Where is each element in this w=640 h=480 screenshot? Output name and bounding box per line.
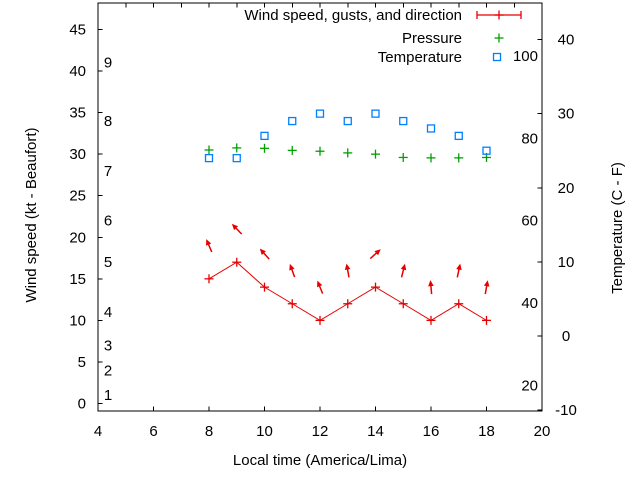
wind-direction-arrow-head <box>344 263 351 271</box>
legend-temperature-symbol <box>492 52 502 62</box>
wind-direction-arrow-head <box>231 223 239 231</box>
x-axis-label: Local time (America/Lima) <box>233 452 407 469</box>
temperature-point <box>454 131 463 141</box>
kt-tick-label: 40 <box>69 63 86 80</box>
x-tick-label: 20 <box>534 423 551 440</box>
wind-direction-arrow-head <box>206 239 212 246</box>
kt-tick-label: 25 <box>69 188 86 205</box>
c-tick-label: 30 <box>558 106 575 123</box>
kt-tick-label: 35 <box>69 105 86 122</box>
wind-direction-arrow-head <box>428 280 434 287</box>
temperature-point <box>482 146 491 155</box>
temperature-point <box>426 124 436 133</box>
c-tick-label: 40 <box>558 32 575 49</box>
wind-direction-arrow-head <box>483 280 490 287</box>
kt-tick-label: 45 <box>69 21 86 38</box>
f-label: 100 <box>513 48 538 65</box>
beaufort-label: 1 <box>104 387 112 404</box>
beaufort-label: 8 <box>104 113 112 130</box>
kt-tick-label: 30 <box>69 146 86 163</box>
series-layer <box>204 109 491 325</box>
wind-direction-arrow-head <box>317 280 323 288</box>
f-label: 20 <box>521 377 538 394</box>
kt-tick-label: 5 <box>78 354 86 371</box>
f-label: 40 <box>521 295 538 312</box>
beaufort-label: 4 <box>104 304 112 321</box>
x-tick-label: 8 <box>205 423 213 440</box>
left-axis-label: Wind speed (kt - Beaufort) <box>23 127 40 302</box>
c-tick-label: -10 <box>555 402 577 419</box>
kt-tick-label: 20 <box>69 229 86 246</box>
x-tick-label: 16 <box>423 423 440 440</box>
kt-tick-label: 0 <box>78 396 86 413</box>
temperature-point <box>260 131 269 141</box>
f-label: 80 <box>521 130 538 147</box>
f-label: 60 <box>521 213 538 230</box>
right-axis-label: Temperature (C - F) <box>609 162 626 294</box>
legend-symbols <box>476 10 522 62</box>
beaufort-label: 9 <box>104 55 112 72</box>
temperature-point <box>232 153 241 163</box>
x-tick-label: 18 <box>478 423 495 440</box>
beaufort-label: 2 <box>104 362 112 379</box>
c-tick-label: 0 <box>562 328 570 345</box>
x-tick-label: 12 <box>312 423 329 440</box>
kt-tick-label: 10 <box>69 312 86 329</box>
temperature-point <box>288 116 297 126</box>
wind-direction-arrow-head <box>259 248 266 256</box>
x-tick-label: 14 <box>367 423 384 440</box>
axes-layer: 4 6 8 10 12 14 16 18 200510152025303540451234567… <box>69 2 577 440</box>
beaufort-label: 7 <box>104 163 112 180</box>
temperature-point <box>371 109 380 118</box>
x-tick-label: 4 <box>94 423 102 440</box>
x-tick-label: 6 <box>149 423 157 440</box>
wind-direction-arrow-head <box>289 263 295 271</box>
c-tick-label: 10 <box>558 254 575 271</box>
temperature-point <box>343 116 352 126</box>
legend-label-pressure: Pressure <box>402 30 462 47</box>
wind-direction-arrow-head <box>374 249 381 256</box>
wind-direction-arrow-head <box>456 263 462 271</box>
beaufort-label: 5 <box>104 254 112 271</box>
beaufort-label: 6 <box>104 213 112 230</box>
beaufort-label: 3 <box>104 337 112 354</box>
temperature-point <box>315 109 325 118</box>
legend-label-wind: Wind speed, gusts, and direction <box>244 7 462 24</box>
temperature-point <box>399 116 408 126</box>
temperature-point <box>204 153 214 163</box>
legend-label-temperature: Temperature <box>378 49 462 66</box>
wind-direction-arrow-head <box>400 263 407 271</box>
kt-tick-label: 15 <box>69 271 86 288</box>
x-tick-label: 10 <box>256 423 273 440</box>
c-tick-label: 20 <box>558 180 575 197</box>
